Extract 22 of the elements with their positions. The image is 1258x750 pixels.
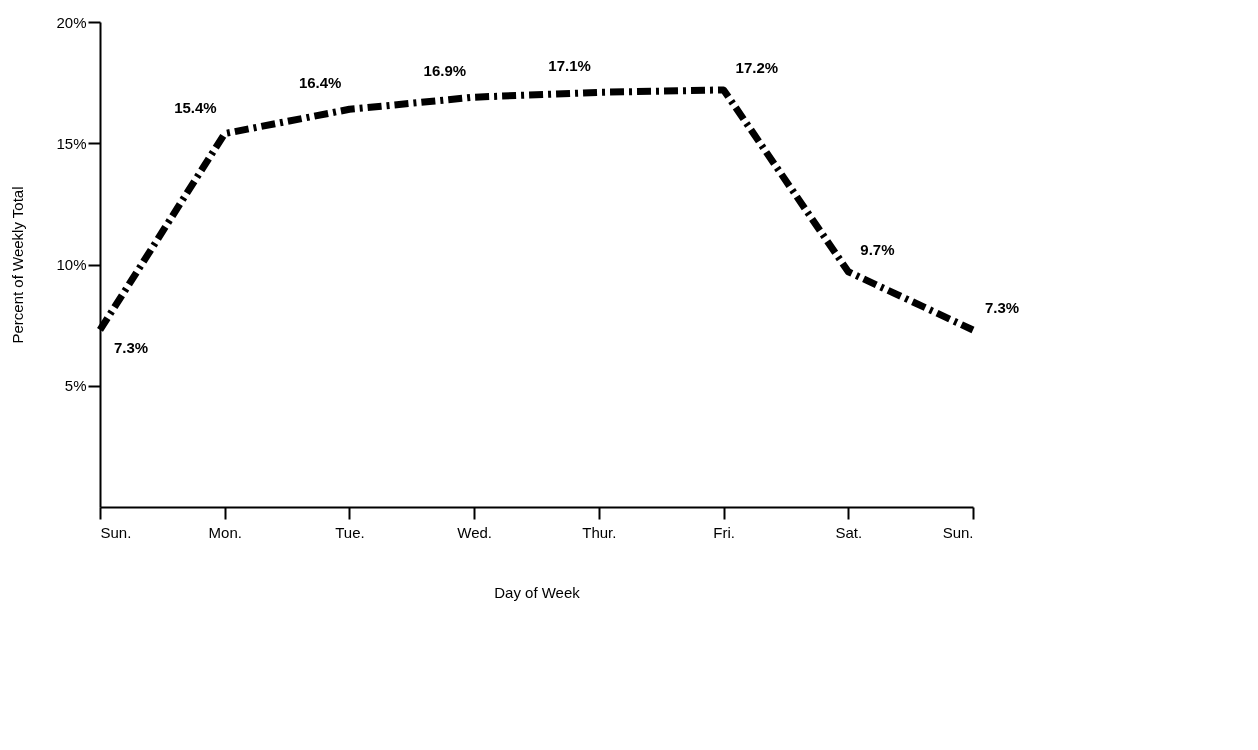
x-tick-label: Sun. xyxy=(942,523,974,541)
data-label: 17.2% xyxy=(735,58,779,76)
x-tick-label: Wed. xyxy=(457,523,493,541)
data-label: 7.3% xyxy=(985,298,1020,316)
data-label: 7.3% xyxy=(114,338,149,356)
y-axis-title: Percent of Weekly Total xyxy=(9,186,27,344)
x-tick-label: Thur. xyxy=(582,523,617,541)
x-tick-label: Sun. xyxy=(100,523,132,541)
data-label: 16.4% xyxy=(298,74,342,92)
x-tick-label: Fri. xyxy=(713,523,735,541)
data-label: 17.1% xyxy=(548,57,591,75)
data-label: 16.9% xyxy=(423,62,467,80)
y-tick-label: 15% xyxy=(56,134,87,152)
x-axis-title: Day of Week xyxy=(494,583,581,601)
x-tick-label: Sat. xyxy=(835,523,863,541)
data-label: 9.7% xyxy=(860,240,895,258)
y-tick-label: 5% xyxy=(64,377,87,395)
data-label: 15.4% xyxy=(174,98,217,116)
x-tick-label: Mon. xyxy=(208,523,242,541)
y-tick-label: 20% xyxy=(56,13,87,31)
y-tick-label: 10% xyxy=(56,256,87,273)
x-tick-label: Tue. xyxy=(335,523,365,541)
